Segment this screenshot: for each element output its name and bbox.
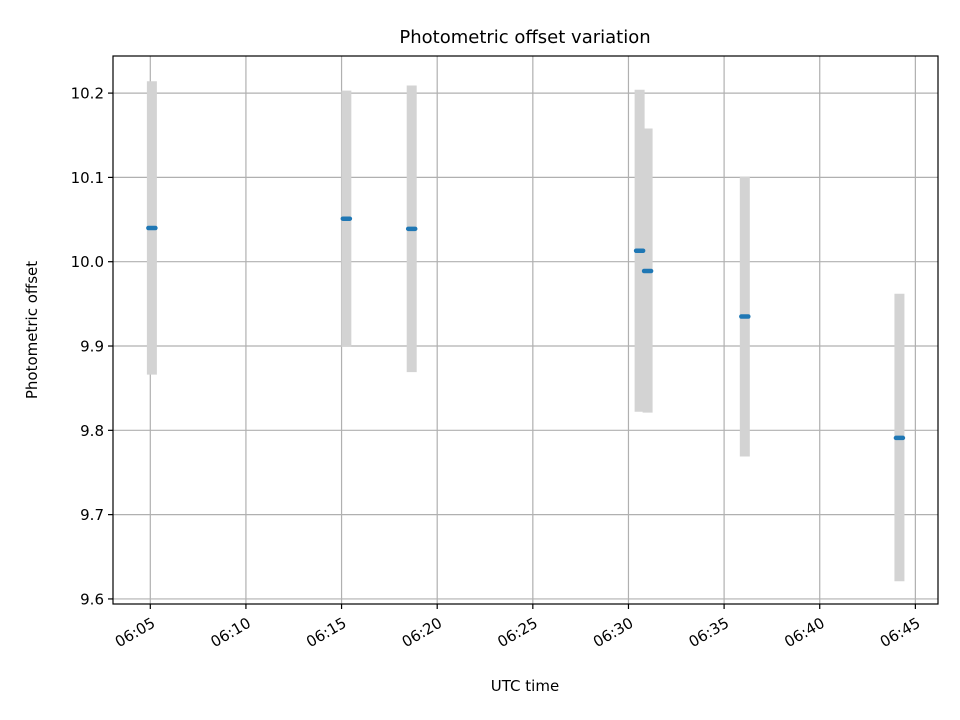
y-tick-label: 9.7 (80, 506, 104, 524)
plot-frame (112, 55, 939, 605)
y-tick-label: 9.6 (80, 590, 104, 608)
y-axis-label: Photometric offset (23, 261, 41, 399)
chart-title: Photometric offset variation (399, 27, 650, 48)
y-tick-label: 10.1 (71, 169, 104, 187)
y-tick-label: 9.9 (80, 338, 104, 356)
y-axis-ticks: 9.6 9.7 9.8 9.9 10.0 10.1 10.2 (71, 85, 113, 608)
y-tick-label: 10.2 (71, 85, 104, 103)
data-points (146, 216, 906, 441)
y-tick-label: 9.8 (80, 422, 104, 440)
y-tick-label: 10.0 (71, 253, 104, 271)
grid (113, 56, 938, 604)
x-axis-label: UTC time (491, 677, 559, 695)
